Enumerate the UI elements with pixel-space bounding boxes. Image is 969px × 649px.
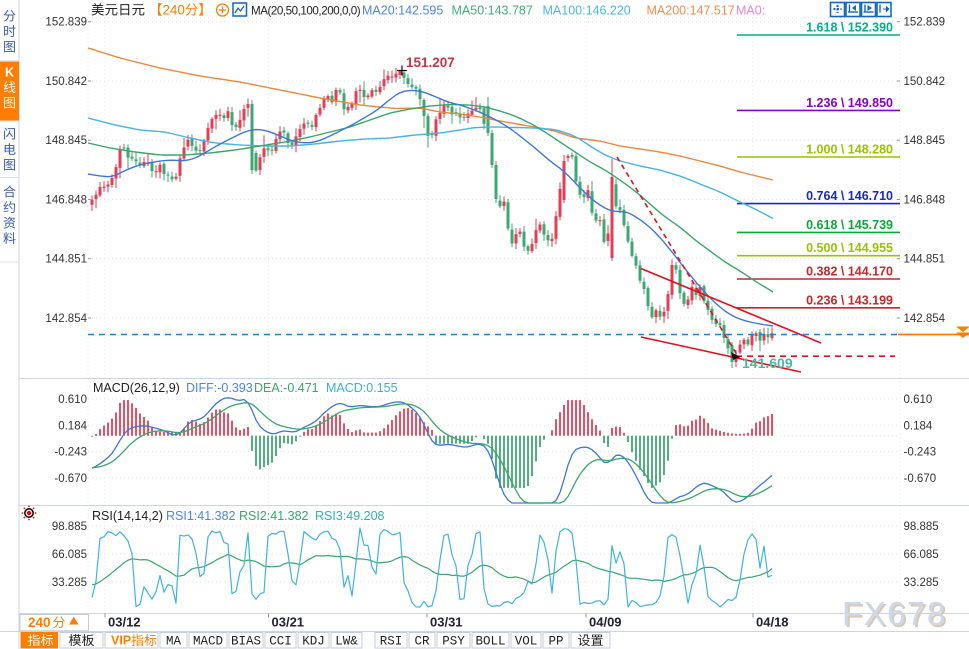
svg-text:-0.670: -0.670 [904, 473, 937, 485]
svg-text:MACD: MACD [193, 635, 223, 649]
svg-text:PSY: PSY [442, 635, 465, 649]
svg-text:MA50:143.787: MA50:143.787 [452, 4, 533, 18]
svg-text:150.842: 150.842 [45, 76, 87, 88]
svg-text:KDJ: KDJ [302, 635, 325, 649]
svg-text:0.236 \ 143.199: 0.236 \ 143.199 [806, 293, 893, 307]
svg-text:MA200:147.517: MA200:147.517 [647, 4, 735, 18]
svg-text:MA100:146.220: MA100:146.220 [543, 4, 631, 18]
svg-text:FX678: FX678 [844, 597, 949, 634]
svg-text:151.207: 151.207 [406, 55, 455, 70]
svg-text:33.285: 33.285 [52, 577, 87, 589]
svg-text:0.500 \ 144.955: 0.500 \ 144.955 [806, 241, 893, 255]
svg-text:1.236 \ 149.850: 1.236 \ 149.850 [806, 96, 893, 110]
svg-text:-0.243: -0.243 [54, 447, 87, 459]
svg-text:98.885: 98.885 [904, 521, 939, 533]
svg-text:MA20:142.595: MA20:142.595 [362, 4, 443, 18]
svg-text:RSI1:41.382: RSI1:41.382 [166, 509, 236, 523]
svg-text:BOLL: BOLL [475, 635, 505, 649]
svg-text:PP: PP [548, 635, 563, 649]
svg-text:04/09: 04/09 [589, 615, 622, 630]
svg-text:K: K [5, 66, 14, 80]
svg-text:141.609: 141.609 [742, 355, 793, 371]
svg-text:0.618 \ 145.739: 0.618 \ 145.739 [806, 218, 893, 232]
svg-text:142.854: 142.854 [904, 313, 946, 325]
svg-text:03/12: 03/12 [108, 615, 141, 630]
svg-text:04/18: 04/18 [756, 615, 789, 630]
svg-text:MA(20,50,100,200,0,0): MA(20,50,100,200,0,0) [251, 5, 361, 18]
svg-text:152.839: 152.839 [904, 17, 946, 29]
svg-text:DIFF:-0.393: DIFF:-0.393 [186, 381, 253, 395]
svg-text:0.382 \ 144.170: 0.382 \ 144.170 [806, 265, 893, 279]
svg-text:148.845: 148.845 [904, 135, 946, 147]
svg-text:FX678: FX678 [842, 595, 947, 632]
svg-text:2: 2 [163, 3, 171, 18]
svg-text:144.851: 144.851 [904, 254, 946, 266]
svg-text:240: 240 [28, 615, 51, 630]
svg-text:33.285: 33.285 [904, 577, 939, 589]
svg-text:RSI2:41.382: RSI2:41.382 [239, 509, 309, 523]
svg-text:MA0:: MA0: [736, 4, 765, 18]
svg-text:98.885: 98.885 [52, 521, 87, 533]
svg-text:CR: CR [414, 635, 430, 649]
svg-text:RSI(14,14,2): RSI(14,14,2) [92, 509, 163, 523]
svg-text:0.610: 0.610 [904, 394, 933, 406]
svg-text:MA: MA [166, 635, 182, 649]
svg-text:03/21: 03/21 [272, 615, 305, 630]
svg-text:152.839: 152.839 [45, 17, 87, 29]
svg-text:1.000 \ 148.280: 1.000 \ 148.280 [806, 143, 893, 157]
svg-text:4: 4 [170, 3, 178, 18]
svg-text:0.610: 0.610 [58, 394, 87, 406]
svg-text:148.845: 148.845 [45, 135, 87, 147]
svg-text:144.851: 144.851 [45, 254, 87, 266]
svg-text:LW&: LW& [335, 635, 358, 649]
svg-text:BIAS: BIAS [231, 635, 261, 649]
svg-text:150.842: 150.842 [904, 76, 946, 88]
svg-text:-0.243: -0.243 [904, 447, 937, 459]
svg-text:146.848: 146.848 [904, 195, 946, 207]
svg-text:0.764 \ 146.710: 0.764 \ 146.710 [806, 189, 893, 203]
svg-text:142.854: 142.854 [45, 313, 87, 325]
svg-text:MACD:0.155: MACD:0.155 [326, 381, 398, 395]
svg-text:66.085: 66.085 [904, 549, 939, 561]
svg-text:-0.670: -0.670 [54, 473, 87, 485]
svg-text:VOL: VOL [515, 635, 538, 649]
svg-text:0.184: 0.184 [58, 420, 87, 432]
svg-text:1.618 \ 152.390: 1.618 \ 152.390 [806, 21, 893, 35]
svg-text:MACD(26,12,9): MACD(26,12,9) [93, 381, 180, 395]
svg-text:VIP: VIP [111, 634, 131, 648]
svg-text:0: 0 [177, 3, 185, 18]
svg-text:RSI3:49.208: RSI3:49.208 [315, 509, 385, 523]
svg-text:0.184: 0.184 [904, 420, 933, 432]
svg-text:DEA:-0.471: DEA:-0.471 [254, 381, 319, 395]
svg-text:CCI: CCI [269, 635, 292, 649]
svg-text:146.848: 146.848 [45, 195, 87, 207]
svg-text:66.085: 66.085 [52, 549, 87, 561]
svg-text:03/31: 03/31 [430, 615, 463, 630]
svg-text:RSI: RSI [380, 635, 403, 649]
